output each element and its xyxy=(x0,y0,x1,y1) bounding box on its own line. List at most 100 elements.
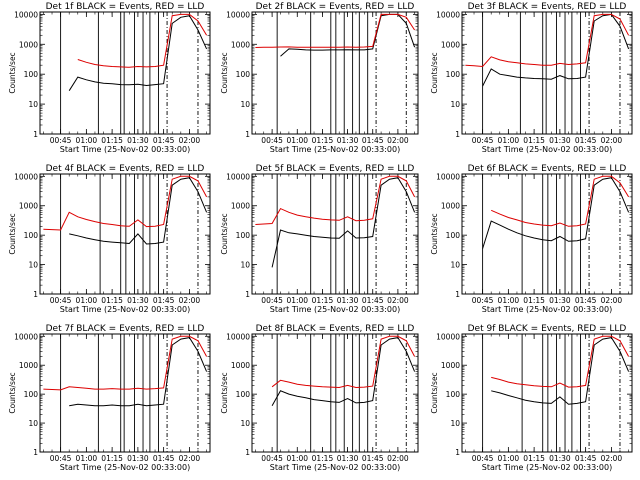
x-axis-label: Start Time (25-Nov-02 00:33:00) xyxy=(482,305,612,314)
y-tick-label: 10000 xyxy=(226,10,250,19)
x-tick-label: 01:15 xyxy=(312,136,334,145)
y-tick-label: 10000 xyxy=(436,172,460,181)
events-series-line xyxy=(69,337,208,407)
x-tick-label: 01:00 xyxy=(76,296,98,305)
y-tick-label: 1000 xyxy=(19,361,38,370)
plot-frame xyxy=(461,11,633,135)
y-tick-label: 1000 xyxy=(441,361,460,370)
panel-det-7: Det 7f BLACK = Events, RED = LLD 1 10 100 10… xyxy=(8,324,211,472)
y-axis-label: Counts/sec xyxy=(430,372,439,413)
x-tick-label: 02:00 xyxy=(601,136,623,145)
plot-frame xyxy=(251,11,419,135)
y-tick-label: 10000 xyxy=(226,172,250,181)
plot-frame xyxy=(39,173,211,295)
x-tick-label: 01:15 xyxy=(523,454,545,463)
panel-det-4: Det 4f BLACK = Events, RED = LLD 1 10 100 10… xyxy=(8,164,211,314)
lld-series-line xyxy=(490,175,630,227)
x-axis-label: Start Time (25-Nov-02 00:33:00) xyxy=(482,463,612,472)
panel-title: Det 6f BLACK = Events, RED = LLD xyxy=(468,164,627,174)
x-tick-label: 01:15 xyxy=(101,454,123,463)
events-series-line xyxy=(69,177,208,245)
x-tick-label: 01:15 xyxy=(312,454,334,463)
x-axis-label: Start Time (25-Nov-02 00:33:00) xyxy=(270,145,400,154)
x-tick-label: 01:30 xyxy=(337,296,359,305)
x-tick-label: 01:00 xyxy=(498,136,520,145)
x-tick-label: 01:00 xyxy=(498,454,520,463)
x-tick-label: 02:00 xyxy=(387,454,409,463)
x-tick-label: 01:15 xyxy=(312,296,334,305)
x-tick-label: 01:15 xyxy=(523,136,545,145)
panel-title: Det 8f BLACK = Events, RED = LLD xyxy=(256,324,415,334)
events-series-line xyxy=(482,13,630,87)
y-tick-label: 1 xyxy=(245,130,250,139)
panel-title: Det 5f BLACK = Events, RED = LLD xyxy=(256,164,415,174)
x-tick-label: 01:30 xyxy=(549,454,571,463)
plot-frame xyxy=(461,173,633,295)
x-tick-label: 00:45 xyxy=(261,454,283,463)
x-tick-label: 01:45 xyxy=(153,136,175,145)
x-tick-label: 02:00 xyxy=(601,296,623,305)
x-tick-label: 01:45 xyxy=(575,296,597,305)
y-tick-label: 100 xyxy=(446,390,461,399)
plot-frame xyxy=(39,11,211,135)
x-tick-label: 01:00 xyxy=(498,296,520,305)
y-tick-label: 100 xyxy=(24,70,39,79)
y-tick-label: 100 xyxy=(236,231,251,240)
panel-det-9: Det 9f BLACK = Events, RED = LLD 1 10 100 10… xyxy=(430,324,633,472)
y-tick-label: 10000 xyxy=(14,332,38,341)
x-tick-label: 02:00 xyxy=(179,454,201,463)
panel-title: Det 2f BLACK = Events, RED = LLD xyxy=(256,2,415,12)
x-tick-label: 01:30 xyxy=(127,136,149,145)
y-axis-label: Counts/sec xyxy=(220,213,229,254)
y-tick-label: 10000 xyxy=(226,332,250,341)
lld-series-line xyxy=(491,335,630,388)
plot-frame xyxy=(251,333,419,453)
y-tick-label: 10 xyxy=(450,419,460,428)
x-tick-label: 01:45 xyxy=(575,454,597,463)
y-tick-label: 1000 xyxy=(231,40,250,49)
x-tick-label: 01:30 xyxy=(127,296,149,305)
y-tick-label: 1000 xyxy=(19,202,38,211)
y-tick-label: 1000 xyxy=(19,40,38,49)
y-axis-label: Counts/sec xyxy=(430,52,439,93)
y-tick-label: 1 xyxy=(245,448,250,457)
y-tick-label: 100 xyxy=(446,231,461,240)
x-tick-label: 02:00 xyxy=(601,454,623,463)
x-tick-label: 01:45 xyxy=(575,136,597,145)
y-axis-label: Counts/sec xyxy=(8,372,17,413)
y-tick-label: 10 xyxy=(28,100,38,109)
y-tick-label: 100 xyxy=(236,70,251,79)
x-axis-label: Start Time (25-Nov-02 00:33:00) xyxy=(60,463,190,472)
lld-series-line xyxy=(255,175,416,225)
events-series-line xyxy=(68,15,208,91)
y-axis-label: Counts/sec xyxy=(220,372,229,413)
plot-frame xyxy=(251,173,419,295)
x-tick-label: 01:30 xyxy=(127,454,149,463)
y-tick-label: 10 xyxy=(450,100,460,109)
x-tick-label: 02:00 xyxy=(387,136,409,145)
x-tick-label: 01:00 xyxy=(286,454,308,463)
x-tick-label: 00:45 xyxy=(472,296,494,305)
x-tick-label: 00:45 xyxy=(50,296,72,305)
panel-title: Det 1f BLACK = Events, RED = LLD xyxy=(46,2,205,12)
y-tick-label: 10 xyxy=(450,261,460,270)
panel-det-6: Det 6f BLACK = Events, RED = LLD 1 10 100 10… xyxy=(430,164,633,314)
x-tick-label: 01:00 xyxy=(286,136,308,145)
y-tick-label: 10000 xyxy=(14,172,38,181)
events-series-line xyxy=(482,177,630,249)
y-tick-label: 1 xyxy=(455,448,460,457)
y-tick-label: 100 xyxy=(24,231,39,240)
panel-title: Det 7f BLACK = Events, RED = LLD xyxy=(46,324,205,334)
y-tick-label: 10 xyxy=(240,100,250,109)
events-series-line xyxy=(491,337,630,405)
y-tick-label: 1 xyxy=(245,290,250,299)
panel-det-3: Det 3f BLACK = Events, RED = LLD 1 10 100 10… xyxy=(430,2,633,154)
panel-title: Det 3f BLACK = Events, RED = LLD xyxy=(468,2,627,12)
x-tick-label: 01:45 xyxy=(362,136,384,145)
events-series-line xyxy=(280,13,416,57)
y-tick-label: 10 xyxy=(240,261,250,270)
x-tick-label: 01:30 xyxy=(549,296,571,305)
x-tick-label: 01:15 xyxy=(523,296,545,305)
panel-det-5: Det 5f BLACK = Events, RED = LLD 1 10 100 10… xyxy=(220,164,419,314)
